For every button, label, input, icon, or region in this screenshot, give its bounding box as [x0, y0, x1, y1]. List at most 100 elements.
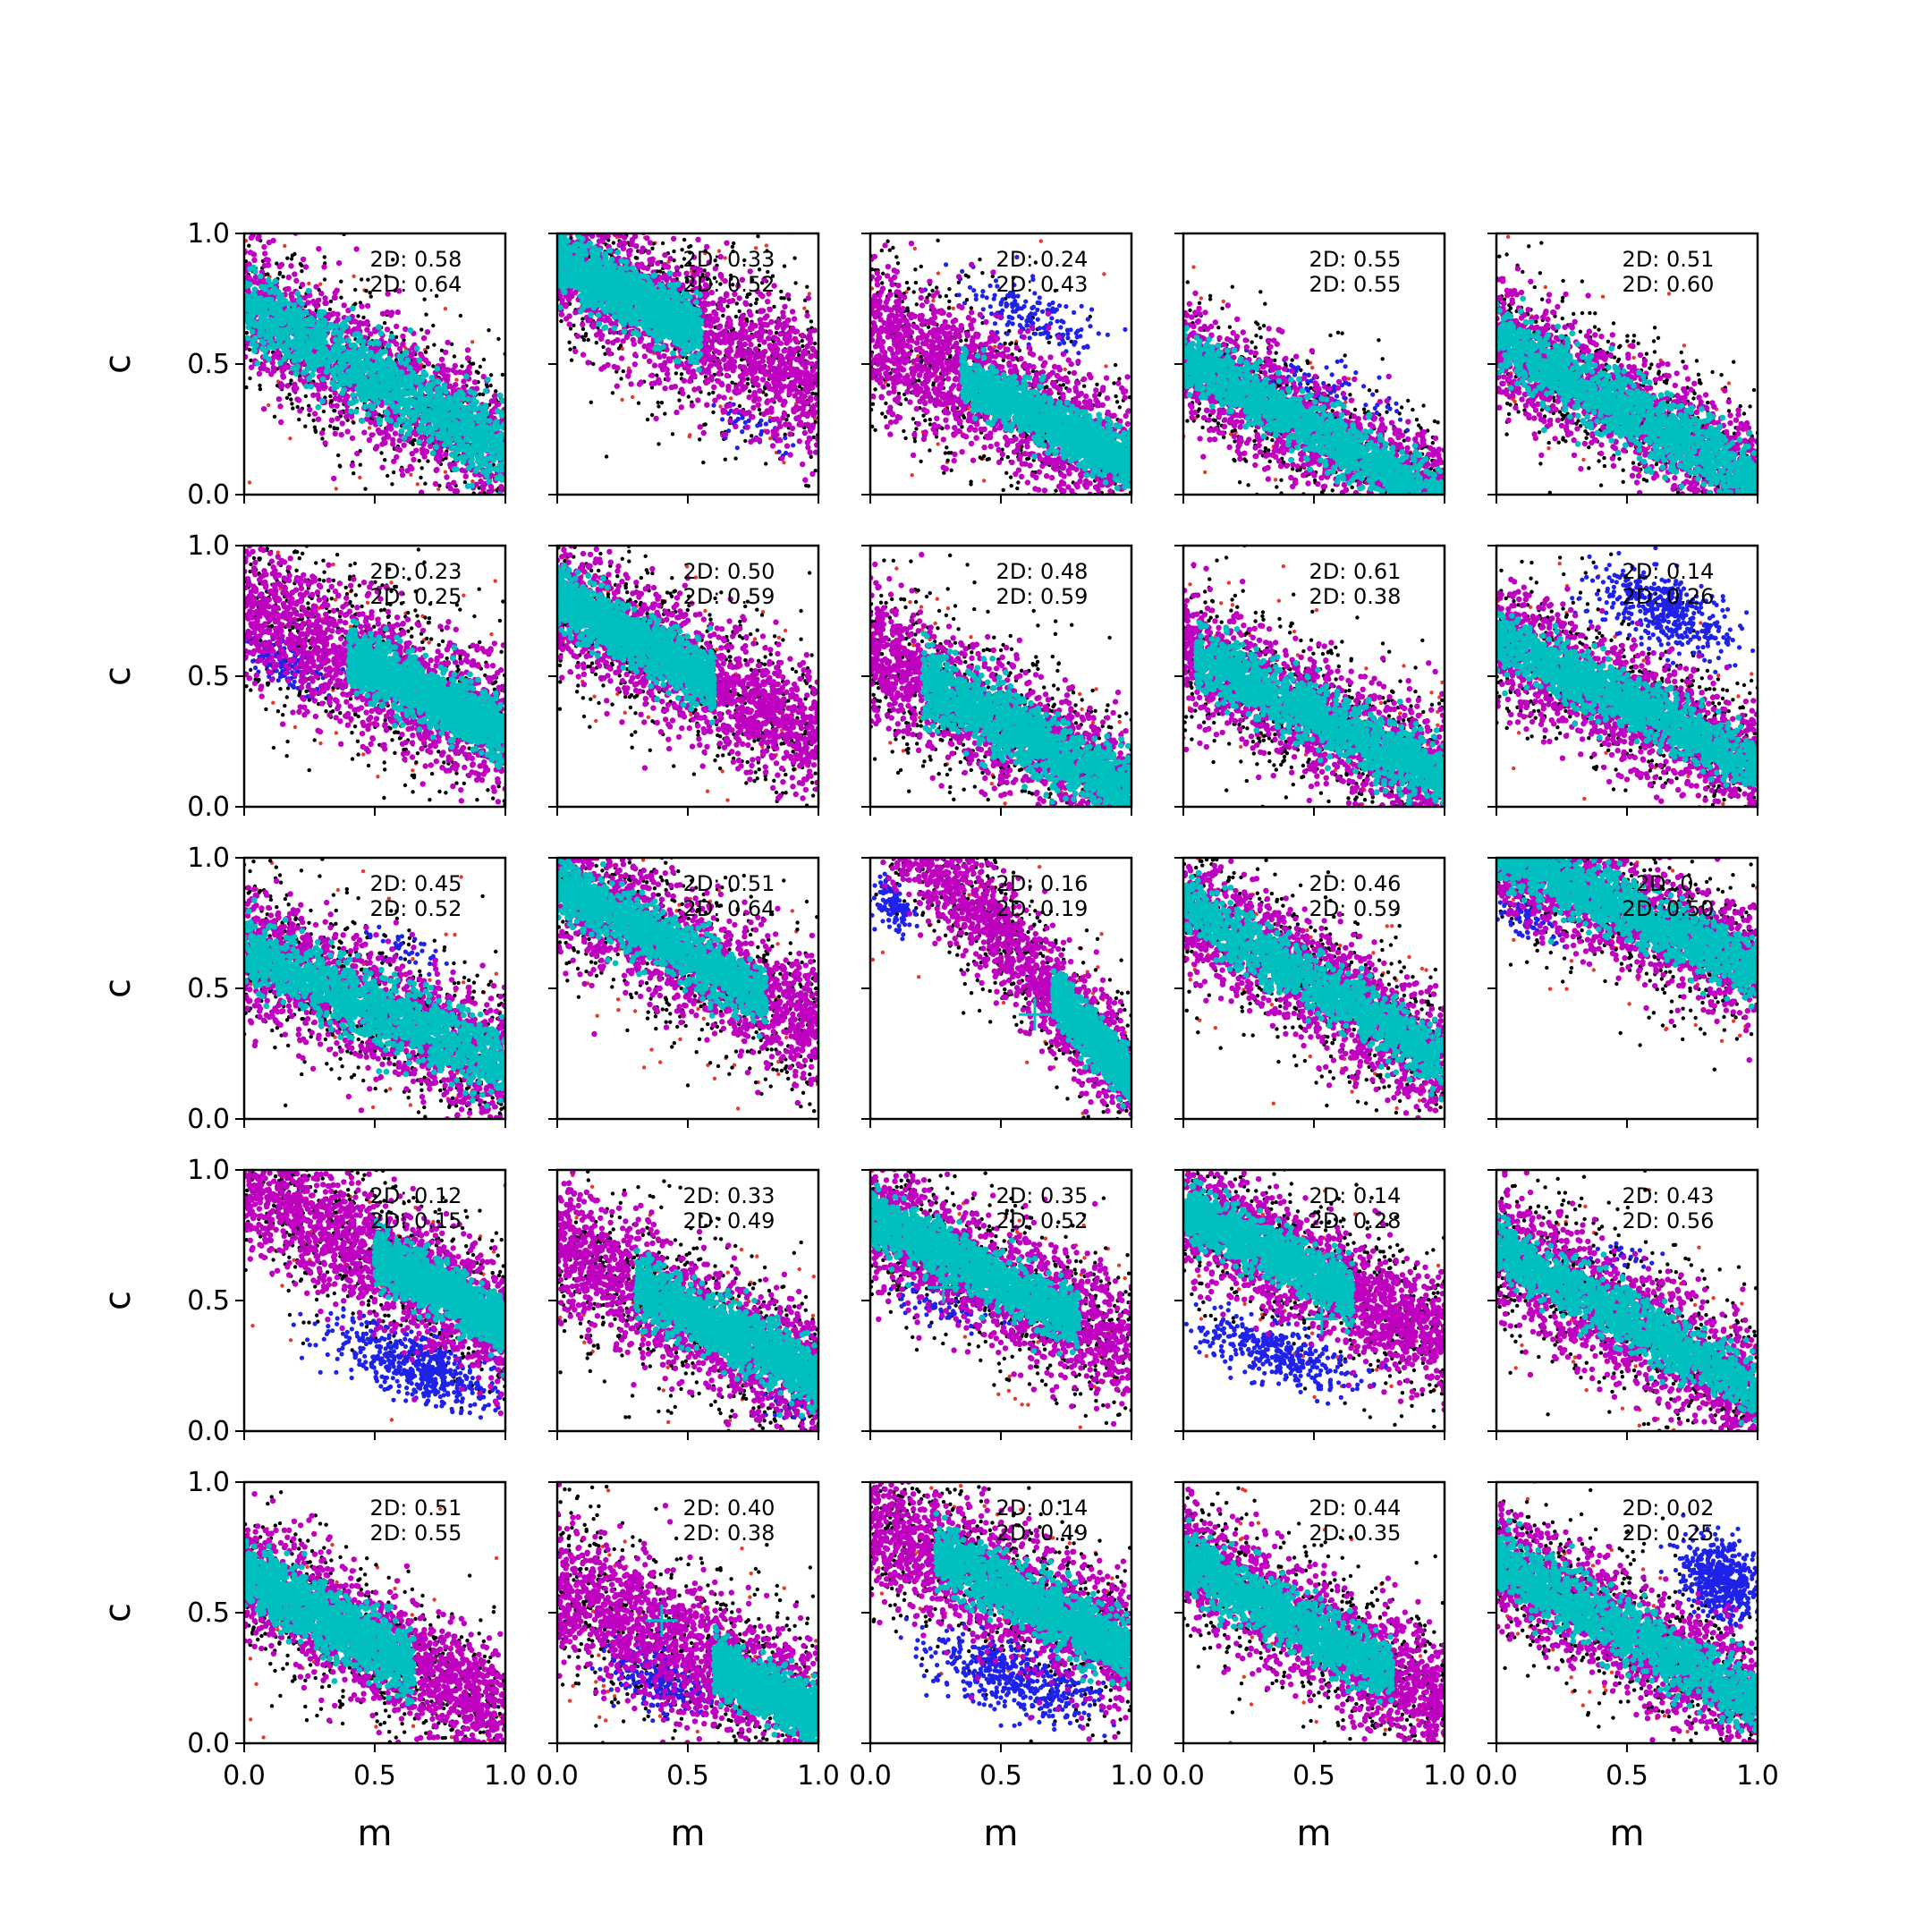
scatter-point	[589, 199, 595, 204]
scatter-point	[293, 278, 299, 284]
scatter-point	[605, 454, 608, 458]
scatter-point	[466, 465, 472, 471]
scatter-point	[245, 331, 249, 335]
scatter-point	[433, 444, 439, 450]
scatter-point	[383, 429, 388, 435]
scatter-point	[245, 335, 251, 342]
scatter-point	[632, 191, 636, 195]
scatter-point	[334, 403, 339, 409]
scatter-point	[324, 369, 330, 375]
scatter-point	[488, 442, 495, 448]
scatter-point	[424, 351, 428, 354]
scatter-point	[416, 439, 422, 445]
scatter-point	[770, 443, 775, 448]
scatter-point	[248, 480, 251, 484]
scatter-point	[297, 408, 302, 413]
scatter-point	[262, 353, 268, 360]
scatter-point	[460, 446, 466, 453]
scatter-point	[490, 517, 494, 521]
scatter-point	[471, 361, 475, 365]
scatter-point	[735, 301, 739, 305]
scatter-point	[646, 418, 649, 421]
scatter-point	[360, 339, 367, 345]
scatter-point	[567, 341, 571, 344]
scatter-point	[772, 335, 777, 341]
scatter-point	[476, 541, 479, 545]
scatter-point	[453, 436, 460, 443]
scatter-point	[589, 401, 593, 404]
scatter-point	[248, 377, 251, 380]
scatter-point	[433, 397, 439, 403]
scatter-point	[503, 505, 508, 511]
scatter-point	[339, 280, 343, 284]
scatter-point	[486, 435, 492, 441]
scatter-point	[328, 394, 332, 398]
scatter-point	[358, 476, 361, 479]
scatter-point	[564, 316, 569, 321]
scatter-point	[418, 459, 421, 462]
scatter-point	[340, 324, 346, 330]
scatter-point	[389, 334, 395, 340]
scatter-point	[772, 305, 775, 309]
scatter-point	[332, 390, 337, 395]
scatter-point	[357, 321, 362, 326]
scatter-point	[570, 359, 573, 362]
scatter-point	[617, 202, 623, 208]
scatter-point	[344, 428, 350, 434]
scatter-point	[372, 411, 377, 416]
scatter-point	[496, 439, 502, 445]
scatter-point	[616, 225, 622, 230]
scatter-point	[294, 291, 301, 297]
scatter-point	[603, 352, 606, 356]
scatter-point	[420, 447, 426, 453]
scatter-point	[257, 330, 263, 336]
scatter-point	[382, 349, 388, 355]
scatter-point	[754, 301, 758, 305]
scatter-point	[569, 179, 572, 182]
scatter-point	[682, 238, 686, 242]
scatter-point	[333, 354, 339, 360]
scatter-point	[424, 386, 430, 392]
scatter-point	[781, 402, 786, 407]
scatter-point	[367, 437, 372, 443]
scatter-point	[426, 459, 429, 462]
scatter-point	[364, 289, 368, 292]
scatter-point	[390, 441, 395, 446]
scatter-point	[625, 221, 631, 226]
scatter-point	[369, 432, 375, 437]
scatter-point	[433, 481, 438, 487]
scatter-point	[748, 389, 751, 393]
scatter-point	[487, 418, 493, 424]
scatter-point	[389, 309, 394, 315]
scatter-point	[419, 327, 423, 331]
scatter-point	[367, 496, 370, 500]
scatter-point	[351, 363, 357, 369]
scatter-point	[333, 431, 338, 436]
scatter-point	[312, 411, 318, 416]
scatter-point	[382, 369, 388, 376]
scatter-point	[485, 455, 491, 462]
scatter-point	[575, 169, 579, 173]
scatter-point	[424, 313, 428, 317]
scatter-point	[337, 382, 343, 388]
scatter-point	[641, 199, 645, 203]
scatter-point	[385, 416, 391, 422]
scatter-point	[245, 275, 250, 280]
scatter-point	[279, 383, 284, 388]
scatter-point	[711, 385, 716, 390]
scatter-point	[595, 200, 598, 204]
scatter-point	[312, 353, 318, 360]
scatter-point	[585, 360, 590, 365]
scatter-point	[398, 360, 404, 366]
scatter-point	[316, 246, 321, 251]
scatter-point	[392, 470, 395, 474]
scatter-point	[475, 418, 481, 424]
scatter-point	[698, 437, 701, 441]
scatter-point	[404, 357, 411, 363]
scatter-point	[317, 343, 323, 350]
scatter-point	[764, 393, 767, 396]
scatter-point	[721, 314, 724, 318]
